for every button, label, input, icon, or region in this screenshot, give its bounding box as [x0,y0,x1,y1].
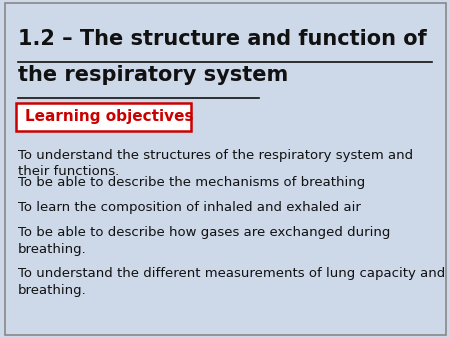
Text: To understand the structures of the respiratory system and
their functions.: To understand the structures of the resp… [18,149,413,178]
Text: To be able to describe how gases are exchanged during
breathing.: To be able to describe how gases are exc… [18,226,391,256]
Text: To understand the different measurements of lung capacity and
breathing.: To understand the different measurements… [18,267,445,296]
Text: Learning objectives: Learning objectives [25,109,193,124]
FancyBboxPatch shape [16,103,191,131]
Text: the respiratory system: the respiratory system [18,65,288,85]
Text: To learn the composition of inhaled and exhaled air: To learn the composition of inhaled and … [18,201,361,214]
Text: 1.2 – The structure and function of: 1.2 – The structure and function of [18,29,427,49]
Text: To be able to describe the mechanisms of breathing: To be able to describe the mechanisms of… [18,176,365,189]
